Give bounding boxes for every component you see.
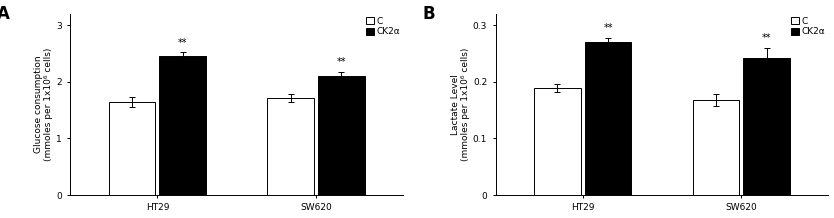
Bar (743, 58, 790, 195)
Legend: C, CK2α: C, CK2α (791, 16, 826, 37)
Bar (534, 88, 580, 195)
Bar (108, 102, 155, 195)
Text: **: ** (337, 57, 346, 67)
Y-axis label: Lactate Level
(mmoles per 1x10⁶ cells): Lactate Level (mmoles per 1x10⁶ cells) (450, 48, 470, 161)
Legend: C, CK2α: C, CK2α (365, 16, 401, 37)
Bar (318, 76, 364, 195)
Text: **: ** (178, 38, 188, 48)
Bar (692, 100, 739, 195)
Text: **: ** (762, 33, 771, 43)
Bar (268, 98, 314, 195)
Bar (585, 42, 631, 195)
Text: **: ** (603, 23, 613, 33)
Bar (159, 56, 206, 195)
Text: A: A (0, 5, 10, 23)
Text: B: B (422, 5, 435, 23)
Y-axis label: Glucose consumption
(mmoles per 1x10⁶ cells): Glucose consumption (mmoles per 1x10⁶ ce… (34, 48, 53, 161)
